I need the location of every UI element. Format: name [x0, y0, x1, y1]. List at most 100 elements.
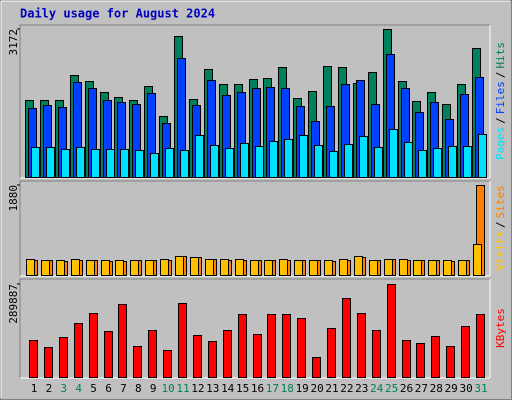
- bar: [339, 259, 348, 276]
- bar: [150, 153, 159, 178]
- bar: [120, 149, 129, 178]
- bar: [413, 260, 422, 276]
- bar: [279, 259, 288, 276]
- bar: [71, 259, 80, 276]
- bar: [101, 260, 110, 276]
- bar: [264, 260, 273, 276]
- bar: [387, 284, 396, 378]
- legend-separator: /: [494, 72, 507, 79]
- x-tick-label: 4: [75, 382, 82, 395]
- bar: [312, 357, 321, 378]
- x-tick-label: 29: [445, 382, 458, 395]
- bar: [180, 150, 189, 178]
- x-tick-label: 8: [135, 382, 142, 395]
- x-tick-label: 9: [150, 382, 157, 395]
- bar: [190, 257, 199, 276]
- bar: [309, 260, 318, 276]
- bar: [210, 145, 219, 178]
- x-tick-label: 7: [120, 382, 127, 395]
- legend-entry: KBytes: [494, 308, 507, 348]
- x-tick-label: 24: [370, 382, 384, 395]
- x-tick-label: 11: [176, 382, 189, 395]
- bar: [205, 259, 214, 276]
- bar: [59, 337, 68, 378]
- legend: Visits / Sites: [494, 185, 507, 271]
- bar: [76, 147, 85, 178]
- x-tick-label: 31: [474, 382, 487, 395]
- bar: [74, 323, 83, 378]
- bar: [384, 259, 393, 276]
- x-tick-label: 30: [459, 382, 472, 395]
- bar: [41, 260, 50, 276]
- bar: [269, 141, 278, 178]
- bar: [220, 259, 229, 276]
- bar: [106, 149, 115, 178]
- bar: [115, 260, 124, 276]
- bar: [402, 340, 411, 378]
- bar: [324, 260, 333, 276]
- bar: [428, 260, 437, 276]
- bar: [26, 259, 35, 276]
- bar: [327, 328, 336, 378]
- legend-separator: /: [494, 221, 507, 228]
- bar: [342, 298, 351, 378]
- x-tick-label: 1: [31, 382, 38, 395]
- bar: [399, 259, 408, 276]
- legend-entry: Sites: [494, 185, 507, 218]
- bar: [29, 340, 38, 378]
- bar: [282, 314, 291, 378]
- legend-separator: /: [494, 117, 507, 124]
- legend-entry: Files: [494, 81, 507, 114]
- x-tick-label: 16: [251, 382, 264, 395]
- legend: Pages / Files / Hits: [494, 42, 507, 160]
- bar: [135, 150, 144, 178]
- bar: [443, 260, 452, 276]
- bar: [418, 150, 427, 178]
- bar: [297, 318, 306, 378]
- x-tick-label: 5: [90, 382, 97, 395]
- x-tick-label: 10: [161, 382, 174, 395]
- x-tick-label: 20: [310, 382, 323, 395]
- bar: [463, 146, 472, 178]
- bar: [56, 260, 65, 276]
- bar: [448, 146, 457, 178]
- bar: [118, 304, 127, 378]
- bar: [476, 314, 485, 378]
- x-tick-label: 12: [191, 382, 204, 395]
- bar: [89, 313, 98, 378]
- x-tick-label: 28: [430, 382, 443, 395]
- bar: [163, 350, 172, 378]
- bar: [250, 260, 259, 276]
- bar: [433, 148, 442, 178]
- bar: [240, 143, 249, 178]
- bar: [344, 144, 353, 178]
- bar: [193, 335, 202, 378]
- x-tick-label: 15: [236, 382, 249, 395]
- bar: [284, 139, 293, 178]
- bar: [104, 331, 113, 378]
- x-tick-label: 25: [385, 382, 398, 395]
- bar: [416, 343, 425, 378]
- bar: [473, 244, 482, 276]
- bar: [267, 314, 276, 378]
- bar: [478, 134, 487, 178]
- bar: [195, 135, 204, 178]
- bar: [461, 326, 470, 378]
- x-tick-label: 23: [355, 382, 368, 395]
- bar: [357, 313, 366, 378]
- bar: [31, 147, 40, 178]
- bar: [130, 260, 139, 276]
- bar: [359, 136, 368, 178]
- bar: [61, 149, 70, 178]
- bar: [255, 146, 264, 178]
- x-tick-label: 3: [60, 382, 67, 395]
- bar: [148, 330, 157, 378]
- x-tick-label: 13: [206, 382, 219, 395]
- bar: [178, 303, 187, 378]
- x-tick-label: 27: [415, 382, 428, 395]
- bar: [208, 341, 217, 378]
- x-tick-label: 17: [266, 382, 279, 395]
- bar: [46, 147, 55, 178]
- bar: [404, 142, 413, 178]
